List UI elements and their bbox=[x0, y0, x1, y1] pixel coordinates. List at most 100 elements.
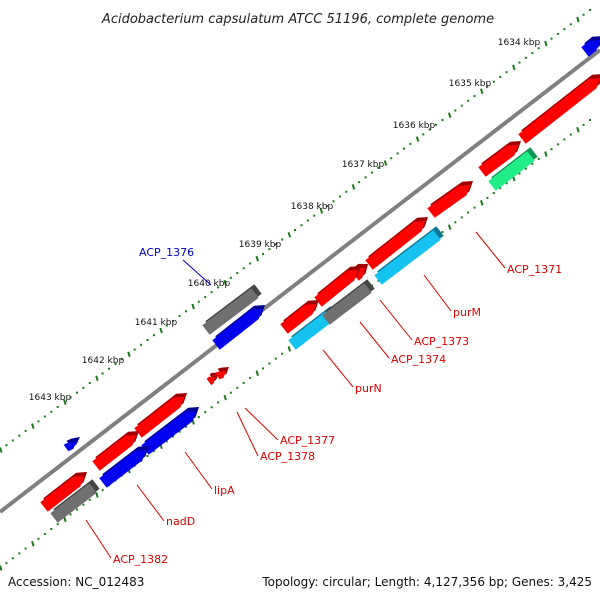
tick-minor bbox=[518, 172, 521, 175]
tick-minor bbox=[88, 498, 91, 501]
tick-minor bbox=[518, 61, 521, 64]
tick-minor bbox=[377, 166, 380, 169]
tick-minor bbox=[56, 523, 59, 526]
gene-feature-depth bbox=[217, 367, 229, 376]
tick-minor bbox=[524, 56, 527, 59]
tick-minor bbox=[210, 406, 213, 409]
tick-major bbox=[255, 255, 259, 262]
label-leader-line bbox=[322, 349, 354, 388]
tick-minor bbox=[82, 386, 85, 389]
summary-text: Topology: circular; Length: 4,127,356 bp… bbox=[261, 575, 592, 589]
gene-feature-light-blue bbox=[288, 310, 335, 350]
tick-minor bbox=[563, 138, 566, 141]
gene-feature-cds-forward bbox=[365, 221, 425, 270]
tick-minor bbox=[441, 119, 444, 121]
gene-feature-cds-forward bbox=[314, 270, 358, 307]
tick-minor bbox=[499, 187, 502, 190]
tick-major bbox=[415, 136, 420, 142]
tick-minor bbox=[428, 128, 431, 131]
tick-minor bbox=[582, 13, 585, 16]
gene-label: ACP_1376 bbox=[139, 246, 194, 259]
tick-minor bbox=[101, 489, 104, 492]
tick-major bbox=[0, 565, 3, 571]
tick-minor bbox=[82, 503, 85, 506]
tick-minor bbox=[473, 95, 476, 98]
tick-minor bbox=[24, 547, 27, 550]
tick-minor bbox=[524, 167, 527, 170]
tick-minor bbox=[108, 367, 111, 370]
tick-minor bbox=[261, 367, 264, 370]
gene-label: ACP_1377 bbox=[280, 434, 335, 447]
tick-minor bbox=[589, 9, 591, 11]
label-leader-line bbox=[85, 519, 112, 559]
tick-major bbox=[223, 394, 227, 401]
tick-minor bbox=[204, 295, 207, 298]
tick-minor bbox=[589, 119, 591, 121]
tick-minor bbox=[454, 221, 457, 224]
tick-major bbox=[223, 279, 227, 286]
kbp-label: 1637 kbp bbox=[342, 160, 385, 170]
tick-minor bbox=[172, 319, 175, 322]
tick-major bbox=[31, 540, 35, 547]
tick-major bbox=[31, 423, 35, 429]
tick-major bbox=[95, 375, 99, 382]
tick-minor bbox=[338, 195, 341, 198]
tick-major bbox=[63, 399, 67, 405]
label-leader-line bbox=[182, 259, 212, 286]
tick-major bbox=[383, 160, 388, 166]
tick-minor bbox=[217, 401, 220, 404]
kbp-label: 1639 kbp bbox=[239, 240, 282, 250]
tick-minor bbox=[50, 410, 53, 413]
tick-major bbox=[159, 327, 163, 334]
tick-minor bbox=[268, 362, 271, 365]
gene-label: ACP_1378 bbox=[260, 450, 315, 463]
tick-major bbox=[0, 447, 3, 453]
tick-minor bbox=[326, 205, 329, 208]
tick-minor bbox=[5, 562, 8, 565]
label-leader-line bbox=[423, 274, 452, 312]
tick-minor bbox=[332, 200, 335, 203]
tick-major bbox=[447, 224, 452, 230]
tick-minor bbox=[537, 157, 540, 160]
gene-feature-cds-forward bbox=[92, 435, 136, 471]
kbp-label: 1641 kbp bbox=[135, 318, 178, 328]
tick-minor bbox=[261, 252, 264, 255]
tick-minor bbox=[101, 372, 104, 375]
tick-minor bbox=[467, 211, 470, 214]
tick-major bbox=[319, 208, 324, 214]
tick-minor bbox=[120, 358, 123, 361]
tick-minor bbox=[364, 176, 367, 179]
gene-feature-rna-blue bbox=[141, 411, 196, 455]
tick-minor bbox=[281, 238, 284, 241]
tick-minor bbox=[114, 362, 117, 365]
tick-minor bbox=[242, 381, 245, 384]
tick-minor bbox=[152, 334, 155, 337]
tick-minor bbox=[370, 171, 373, 174]
kbp-label: 1638 kbp bbox=[291, 202, 334, 212]
tick-minor bbox=[550, 148, 553, 151]
genome-backbone bbox=[0, 48, 600, 514]
tick-major bbox=[512, 64, 516, 71]
tick-minor bbox=[242, 267, 245, 270]
tick-minor bbox=[75, 391, 78, 394]
gene-feature-cds-forward bbox=[280, 304, 316, 334]
tick-minor bbox=[454, 109, 457, 112]
tick-minor bbox=[486, 196, 489, 199]
tick-minor bbox=[50, 528, 53, 531]
tick-minor bbox=[467, 99, 470, 102]
tick-minor bbox=[140, 343, 143, 346]
gene-feature-cds-forward bbox=[478, 145, 518, 177]
tick-minor bbox=[396, 152, 399, 155]
tick-minor bbox=[531, 52, 534, 55]
tick-minor bbox=[358, 181, 361, 184]
tick-major bbox=[544, 151, 548, 157]
gene-feature-rna-blue bbox=[63, 441, 77, 452]
tick-major bbox=[191, 303, 195, 310]
label-leader-line bbox=[184, 451, 213, 490]
tick-minor bbox=[306, 219, 309, 222]
tick-minor bbox=[441, 231, 444, 233]
tick-minor bbox=[556, 32, 559, 35]
gene-label: ACP_1374 bbox=[391, 353, 446, 366]
gene-features bbox=[40, 36, 600, 523]
